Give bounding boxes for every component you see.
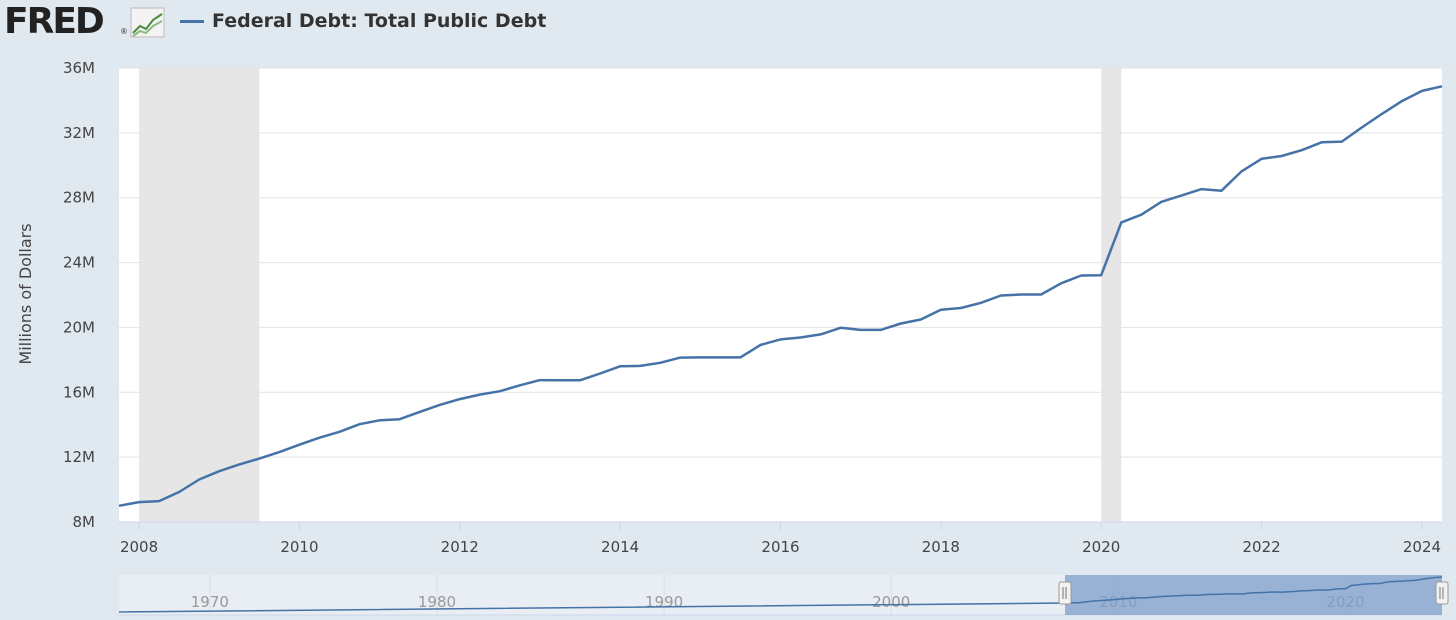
navigator-selection[interactable] — [1065, 575, 1442, 615]
navigator-right-handle[interactable] — [1435, 581, 1449, 605]
y-tick-label: 20M — [63, 318, 95, 336]
time-range-navigator[interactable]: 197019801990200020102020 — [118, 575, 1449, 616]
recession-band — [1101, 68, 1122, 522]
legend-swatch — [180, 20, 204, 23]
registered-mark: ® — [121, 27, 127, 36]
y-tick-label: 16M — [63, 383, 95, 401]
navigator-series-line — [118, 576, 1443, 613]
x-tick-label: 2016 — [761, 538, 799, 556]
fred-graph-icon — [130, 7, 165, 38]
x-tick-label: 2012 — [441, 538, 479, 556]
y-tick-label: 28M — [63, 189, 95, 207]
navigator-tick-label: 1990 — [645, 593, 683, 611]
navigator-tick-label: 1970 — [191, 593, 229, 611]
y-tick-label: 32M — [63, 124, 95, 142]
fred-logo[interactable]: FRED — [4, 1, 105, 42]
x-tick-label: 2022 — [1242, 538, 1280, 556]
y-tick-label: 12M — [63, 448, 95, 466]
navigator-left-handle[interactable] — [1058, 581, 1072, 605]
y-tick-label: 36M — [63, 59, 95, 77]
legend-label[interactable]: Federal Debt: Total Public Debt — [212, 10, 547, 32]
y-tick-label: 8M — [73, 513, 96, 531]
navigator-tick-label: 1980 — [418, 593, 456, 611]
x-tick-label: 2018 — [922, 538, 960, 556]
y-axis-label: Millions of Dollars — [16, 223, 35, 364]
x-tick-label: 2024 — [1403, 538, 1441, 556]
x-tick-label: 2020 — [1082, 538, 1120, 556]
x-tick-label: 2008 — [120, 538, 158, 556]
x-tick-label: 2010 — [280, 538, 318, 556]
x-tick-label: 2014 — [601, 538, 639, 556]
plot-area — [119, 68, 1442, 522]
chart-header: FRED ® Federal Debt: Total Public Debt — [0, 0, 1456, 46]
y-tick-label: 24M — [63, 254, 95, 272]
recession-band — [139, 68, 260, 522]
series-line[interactable] — [118, 85, 1443, 508]
navigator-tick-label: 2000 — [872, 593, 910, 611]
